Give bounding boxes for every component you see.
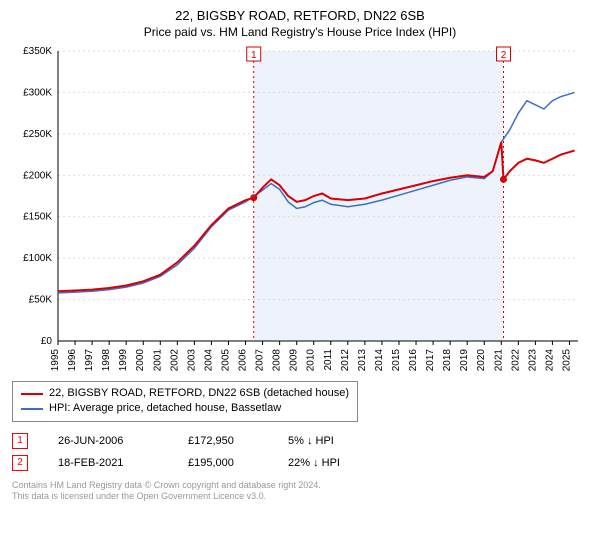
svg-text:2023: 2023 bbox=[527, 349, 538, 372]
legend: 22, BIGSBY ROAD, RETFORD, DN22 6SB (deta… bbox=[12, 381, 358, 422]
svg-text:£200K: £200K bbox=[23, 170, 52, 181]
marker-row: 1 26-JUN-2006 £172,950 5% ↓ HPI bbox=[12, 430, 588, 452]
svg-text:2009: 2009 bbox=[289, 349, 300, 372]
marker-date: 26-JUN-2006 bbox=[58, 435, 158, 447]
legend-label: HPI: Average price, detached house, Bass… bbox=[49, 401, 281, 416]
marker-row: 2 18-FEB-2021 £195,000 22% ↓ HPI bbox=[12, 452, 588, 474]
svg-text:2006: 2006 bbox=[238, 349, 249, 372]
chart-container: 22, BIGSBY ROAD, RETFORD, DN22 6SB Price… bbox=[0, 0, 600, 560]
svg-text:£250K: £250K bbox=[23, 129, 52, 140]
svg-text:2012: 2012 bbox=[340, 349, 351, 372]
footer-line: This data is licensed under the Open Gov… bbox=[12, 491, 588, 503]
svg-text:2016: 2016 bbox=[408, 349, 419, 372]
svg-text:2025: 2025 bbox=[561, 349, 572, 372]
svg-text:£350K: £350K bbox=[23, 46, 52, 57]
price-chart: £0 £50K £100K £150K £200K £250K £300K £350K 1995… bbox=[12, 45, 588, 375]
svg-text:2020: 2020 bbox=[476, 349, 487, 372]
svg-text:2019: 2019 bbox=[459, 349, 470, 372]
svg-text:2001: 2001 bbox=[152, 349, 163, 372]
svg-text:2003: 2003 bbox=[186, 349, 197, 372]
marker-date: 18-FEB-2021 bbox=[58, 457, 158, 469]
svg-text:2008: 2008 bbox=[272, 349, 283, 372]
svg-text:2022: 2022 bbox=[510, 349, 521, 372]
svg-text:2024: 2024 bbox=[544, 349, 555, 372]
chart-subtitle: Price paid vs. HM Land Registry's House … bbox=[12, 25, 588, 39]
svg-text:2007: 2007 bbox=[255, 349, 266, 372]
marker-diff: 5% ↓ HPI bbox=[288, 435, 368, 447]
legend-item: 22, BIGSBY ROAD, RETFORD, DN22 6SB (deta… bbox=[21, 386, 349, 401]
marker-badge: 1 bbox=[12, 433, 28, 449]
svg-text:1995: 1995 bbox=[50, 349, 61, 372]
svg-text:2011: 2011 bbox=[323, 349, 334, 371]
svg-text:£100K: £100K bbox=[23, 253, 52, 264]
svg-text:2015: 2015 bbox=[391, 349, 402, 372]
svg-text:£150K: £150K bbox=[23, 212, 52, 223]
svg-text:2021: 2021 bbox=[493, 349, 504, 372]
marker-badge: 2 bbox=[12, 455, 28, 471]
chart-title: 22, BIGSBY ROAD, RETFORD, DN22 6SB bbox=[12, 8, 588, 23]
legend-swatch bbox=[21, 393, 43, 395]
svg-text:£0: £0 bbox=[41, 336, 53, 347]
marker-price: £172,950 bbox=[188, 435, 258, 447]
svg-text:2000: 2000 bbox=[135, 349, 146, 372]
footer-attribution: Contains HM Land Registry data © Crown c… bbox=[12, 480, 588, 503]
svg-text:1997: 1997 bbox=[84, 349, 95, 372]
svg-text:2: 2 bbox=[501, 50, 507, 61]
svg-text:1: 1 bbox=[251, 50, 257, 61]
svg-text:2014: 2014 bbox=[374, 349, 385, 372]
svg-text:2004: 2004 bbox=[203, 349, 214, 372]
svg-text:2013: 2013 bbox=[357, 349, 368, 372]
marker-table: 1 26-JUN-2006 £172,950 5% ↓ HPI 2 18-FEB… bbox=[12, 430, 588, 474]
svg-text:£50K: £50K bbox=[29, 295, 53, 306]
legend-item: HPI: Average price, detached house, Bass… bbox=[21, 401, 349, 416]
svg-text:£300K: £300K bbox=[23, 87, 52, 98]
footer-line: Contains HM Land Registry data © Crown c… bbox=[12, 480, 588, 492]
chart-area: £0 £50K £100K £150K £200K £250K £300K £350K 1995… bbox=[12, 45, 588, 375]
svg-text:2002: 2002 bbox=[169, 349, 180, 372]
svg-text:1999: 1999 bbox=[118, 349, 129, 372]
svg-text:1998: 1998 bbox=[101, 349, 112, 372]
marker-price: £195,000 bbox=[188, 457, 258, 469]
svg-text:2005: 2005 bbox=[220, 349, 231, 372]
legend-label: 22, BIGSBY ROAD, RETFORD, DN22 6SB (deta… bbox=[49, 386, 349, 401]
svg-text:1996: 1996 bbox=[67, 349, 78, 372]
svg-text:2017: 2017 bbox=[425, 349, 436, 372]
svg-text:2010: 2010 bbox=[306, 349, 317, 372]
legend-swatch bbox=[21, 408, 43, 410]
marker-diff: 22% ↓ HPI bbox=[288, 457, 368, 469]
svg-text:2018: 2018 bbox=[442, 349, 453, 372]
